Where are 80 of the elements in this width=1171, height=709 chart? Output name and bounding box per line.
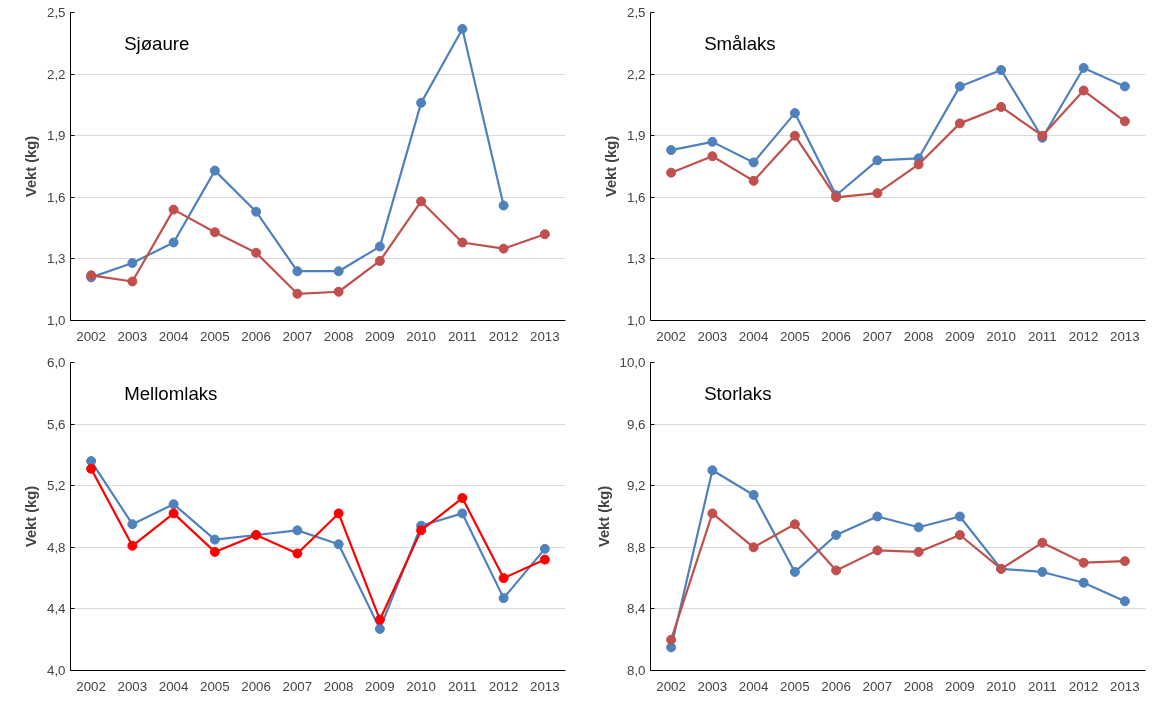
y-tick-label: 2,2 xyxy=(626,66,646,82)
x-tick-label: 2005 xyxy=(780,328,810,344)
x-tick-label: 2007 xyxy=(282,678,313,694)
x-tick-label: 2010 xyxy=(986,678,1016,694)
text: Smålaks xyxy=(704,32,776,54)
x-tick-label: 2007 xyxy=(862,678,893,694)
x-tick-label: 2011 xyxy=(448,678,477,694)
x-tick-label: 2012 xyxy=(488,328,519,344)
y-tick-label: 1,6 xyxy=(626,189,646,205)
x-tick-label: 2009 xyxy=(365,678,395,694)
x-tick-label: 2012 xyxy=(488,678,519,694)
x-tick-label: 2013 xyxy=(530,678,560,694)
y-tick-label: 1,9 xyxy=(46,128,66,144)
x-tick-label: 2009 xyxy=(945,678,975,694)
x-tick-label: 2006 xyxy=(821,678,851,694)
y-tick-label: 1,3 xyxy=(46,251,66,267)
y-axis-title: Vekt (kg) xyxy=(22,135,39,198)
x-tick-label: 2008 xyxy=(903,328,934,344)
x-tick-label: 2008 xyxy=(323,328,354,344)
x-tick-label: 2004 xyxy=(158,678,190,694)
text: Sjøaure xyxy=(124,32,190,54)
y-tick-label: 2,2 xyxy=(46,66,66,82)
x-tick-label: 2006 xyxy=(241,678,271,694)
x-tick-label: 2008 xyxy=(903,678,934,694)
x-tick-label: 2007 xyxy=(862,328,893,344)
text: Storlaks xyxy=(704,382,772,404)
x-tick-label: 2008 xyxy=(323,678,354,694)
y-tick-label: 9,6 xyxy=(626,416,646,432)
x-tick-label: 2002 xyxy=(76,678,106,694)
y-tick-label: 1,9 xyxy=(626,128,646,144)
x-tick-label: 2013 xyxy=(1110,678,1140,694)
x-tick-label: 2004 xyxy=(738,328,770,344)
y-axis-title: Vekt (kg) xyxy=(22,485,39,548)
x-tick-label: 2009 xyxy=(365,328,395,344)
x-tick-label: 2003 xyxy=(697,328,728,344)
x-tick-label: 2006 xyxy=(241,328,271,344)
x-tick-label: 2013 xyxy=(530,328,560,344)
x-tick-label: 2004 xyxy=(158,328,190,344)
y-tick-label: 4,4 xyxy=(46,601,67,617)
y-tick-label: 9,2 xyxy=(626,478,646,494)
x-tick-label: 2005 xyxy=(200,328,230,344)
x-tick-label: 2003 xyxy=(697,678,728,694)
y-tick-label: 1,3 xyxy=(626,251,646,267)
y-tick-label: 8,4 xyxy=(626,601,647,617)
x-tick-label: 2010 xyxy=(406,328,436,344)
x-tick-label: 2005 xyxy=(780,678,810,694)
y-tick-label: 8,8 xyxy=(626,539,646,555)
x-tick-label: 2010 xyxy=(986,328,1016,344)
y-tick-label: 8,0 xyxy=(626,663,646,678)
x-tick-label: 2009 xyxy=(945,328,975,344)
x-tick-label: 2003 xyxy=(117,328,148,344)
x-tick-label: 2012 xyxy=(1068,678,1099,694)
x-tick-label: 2012 xyxy=(1068,328,1099,344)
y-axis-title: Vekt (kg) xyxy=(602,135,619,198)
y-tick-label: 4,8 xyxy=(46,539,66,555)
text: Mellomlaks xyxy=(124,382,218,404)
y-tick-label: 2,5 xyxy=(46,5,66,20)
x-tick-label: 2007 xyxy=(282,328,313,344)
x-tick-label: 2002 xyxy=(656,678,686,694)
y-tick-label: 1,0 xyxy=(46,313,66,328)
x-tick-label: 2002 xyxy=(76,328,106,344)
y-axis-title: Vekt (kg) xyxy=(595,485,612,548)
y-tick-label: 4,0 xyxy=(46,663,66,678)
y-tick-label: 6,0 xyxy=(46,355,66,370)
y-tick-label: 10,0 xyxy=(619,355,646,370)
x-tick-label: 2011 xyxy=(1028,328,1057,344)
x-tick-label: 2002 xyxy=(656,328,686,344)
x-tick-label: 2013 xyxy=(1110,328,1140,344)
y-tick-label: 2,5 xyxy=(626,5,646,20)
y-tick-label: 5,6 xyxy=(46,416,66,432)
x-tick-label: 2006 xyxy=(821,328,851,344)
y-tick-label: 1,0 xyxy=(626,313,646,328)
x-tick-label: 2011 xyxy=(1028,678,1057,694)
x-tick-label: 2011 xyxy=(448,328,477,344)
y-tick-label: 1,6 xyxy=(46,189,66,205)
x-tick-label: 2005 xyxy=(200,678,230,694)
x-tick-label: 2004 xyxy=(738,678,770,694)
x-tick-label: 2010 xyxy=(406,678,436,694)
x-tick-label: 2003 xyxy=(117,678,148,694)
y-tick-label: 5,2 xyxy=(46,478,66,494)
